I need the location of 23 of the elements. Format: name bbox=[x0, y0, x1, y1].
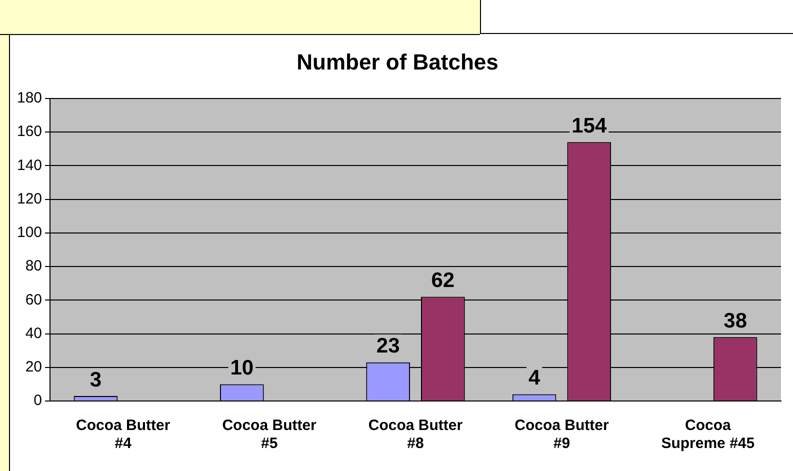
y-tick-label: 40 bbox=[25, 324, 42, 342]
y-tick-label: 80 bbox=[25, 258, 42, 275]
y-tick-label: 140 bbox=[16, 156, 42, 174]
data-label: 38 bbox=[724, 309, 748, 332]
y-tick-label: 120 bbox=[16, 190, 42, 208]
data-label: 10 bbox=[230, 356, 254, 380]
x-tick-label: Cocoa Butter #8 bbox=[368, 417, 463, 452]
data-label: 3 bbox=[90, 368, 102, 392]
y-tick-label: 100 bbox=[16, 224, 42, 242]
x-tick-label: Cocoa Supreme #45 bbox=[661, 417, 755, 452]
data-label: 154 bbox=[572, 114, 607, 138]
data-label: 23 bbox=[376, 334, 400, 358]
x-tick-label: Cocoa Butter #9 bbox=[514, 417, 609, 452]
y-tick-label: 60 bbox=[25, 291, 42, 308]
y-tick-label: 20 bbox=[25, 358, 42, 376]
y-tick-label: 0 bbox=[34, 392, 42, 410]
data-label: 62 bbox=[431, 269, 455, 292]
data-label: 4 bbox=[528, 366, 540, 390]
x-tick-label: Cocoa Butter #4 bbox=[76, 417, 170, 452]
chart-title: Number of Batches bbox=[296, 49, 498, 74]
x-tick-label: Cocoa Butter #5 bbox=[222, 417, 317, 452]
y-tick-label: 180 bbox=[16, 90, 42, 107]
y-tick-label: 160 bbox=[16, 123, 42, 140]
